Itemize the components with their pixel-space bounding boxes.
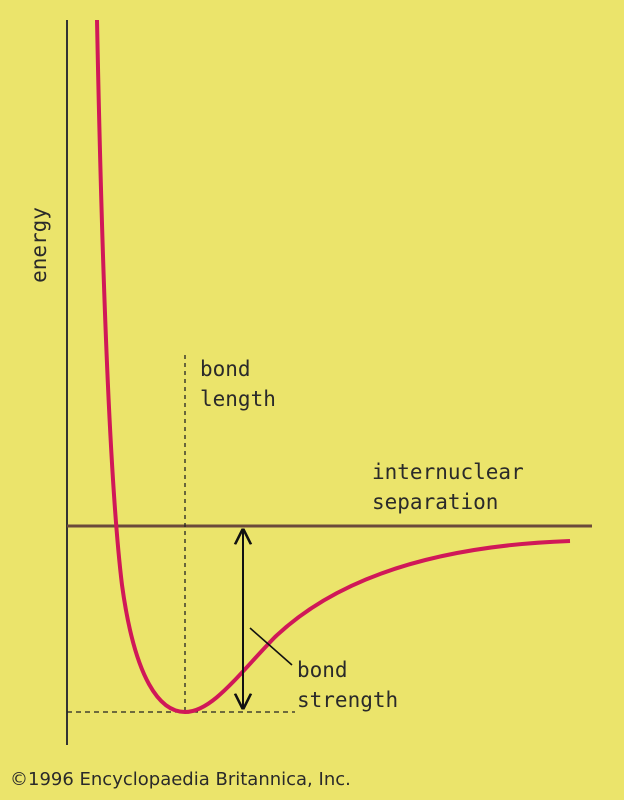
- copyright: ©1996 Encyclopaedia Britannica, Inc.: [10, 769, 351, 790]
- bond-strength-label: bond: [297, 658, 348, 682]
- y-axis-label: energy: [27, 207, 51, 283]
- leader-line: [249, 627, 293, 666]
- potential-curve: [95, 19, 571, 715]
- bond-length-label: length: [200, 387, 276, 411]
- bond-strength-label: strength: [297, 688, 398, 712]
- x-axis-label: separation: [372, 490, 498, 514]
- bond-length-label: bond: [200, 357, 251, 381]
- x-axis-label: internuclear: [372, 460, 524, 484]
